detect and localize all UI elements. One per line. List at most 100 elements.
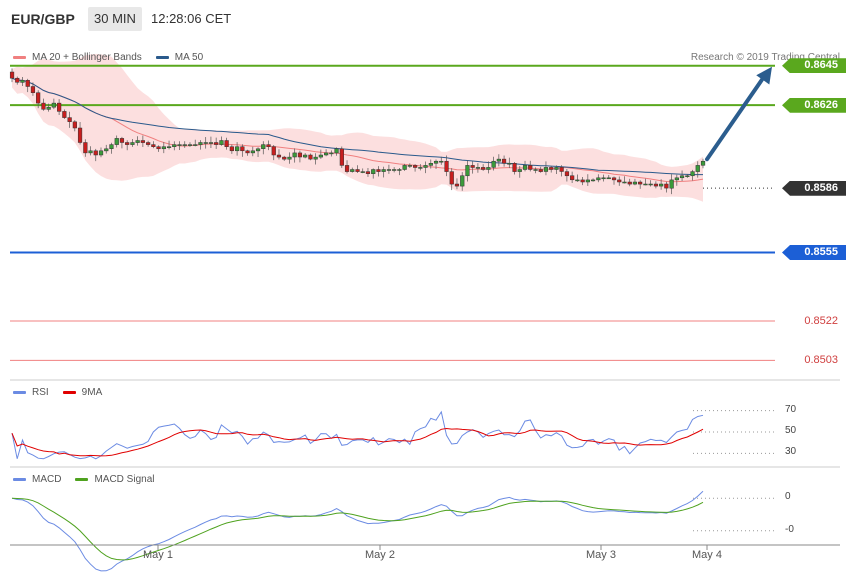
candle-body [365,171,371,174]
candle-body [590,179,596,182]
candle-body [653,183,659,187]
candle-body [371,169,376,174]
level-label-pivot: 0.8586 [782,180,846,196]
candle-body [643,183,648,186]
candle-body [679,175,685,179]
candle-body [240,146,245,152]
x-tick-label: May 4 [692,549,722,561]
forecast-arrow-shaft [705,74,766,162]
x-tick-label: May 1 [143,549,173,561]
candle-body [214,142,219,145]
candle-body [324,152,329,156]
panel-frames [10,379,840,550]
copyright-text: Research © 2019 Trading Central [690,52,840,63]
candle-body [538,169,543,172]
candle-body [46,107,51,110]
candle-body [208,142,214,144]
candle-body [135,140,140,143]
legend-macd: MACD MACD Signal [13,474,154,485]
candle-body [517,169,522,172]
candle-body [617,179,622,183]
ma20-swatch [13,56,26,59]
candle-body [622,181,627,184]
candle-body [41,102,46,110]
candle-body [130,142,135,145]
legend-price: MA 20 + Bollinger Bands MA 50 [13,52,203,63]
candle-body [339,148,344,166]
candle-body [83,142,88,154]
candle-body [350,169,355,172]
candle-body [611,177,617,181]
candle-body [648,183,653,186]
candle-body [601,177,606,180]
candle-body [491,160,496,168]
candle-body [475,167,481,169]
candle-body [9,71,15,79]
candle-body [444,160,449,172]
candle-body [245,150,250,154]
candle-body [88,150,93,154]
candle-body [685,175,690,177]
candle-body [182,144,187,146]
candle-body [360,171,365,173]
candle-body [470,165,475,168]
candle-body [193,144,198,146]
candle-body [465,165,470,177]
candle-body [559,167,564,172]
candle-body [15,77,20,83]
legend-macd-label: MACD [32,474,62,485]
candle-body [580,179,585,183]
legend-macd-signal-label: MACD Signal [94,474,155,485]
candle-body [460,175,465,187]
candle-body [564,171,570,177]
rsi-tick-label: 30 [785,446,797,458]
candle-body [606,177,611,180]
candle-body [125,142,130,145]
candle-body [151,144,156,147]
legend-rsi: RSI 9MA [13,387,102,398]
candle-body [261,144,266,149]
clock-time: 12:28:06 CET [151,11,232,26]
candle-body [454,183,460,187]
candle-body [664,183,669,189]
candle-body [177,144,182,146]
macd-signal-line [11,497,704,561]
candle-body [585,179,590,183]
macd-panel [11,490,775,572]
candle-body [627,181,632,185]
candle-body [20,80,25,83]
candle-body [292,152,297,158]
candle-body [496,158,501,162]
candle-body [219,140,224,145]
candle-body [570,175,575,181]
rsi-ma-line [11,427,704,457]
candle-body [674,177,679,181]
legend-ma20-label: MA 20 + Bollinger Bands [32,52,142,63]
candle-body [501,158,507,164]
candle-body [255,148,261,152]
candle-body [329,152,334,155]
rsi-panel [11,410,775,460]
candle-body [287,156,292,160]
candle-body [30,86,36,93]
candle-body [355,169,360,172]
candle-body [25,80,30,87]
candle-body [104,148,109,152]
candle-body [522,165,528,170]
candle-body [700,160,706,166]
level-label-support: 0.8555 [782,245,846,260]
candle-body [308,154,313,160]
candle-body [36,92,41,104]
level-label-weak: 0.8503 [804,353,838,366]
candle-body [98,150,104,156]
timeframe-badge[interactable]: 30 MIN [88,7,142,31]
candle-body [146,142,151,145]
candle-body [449,171,454,185]
rsi-swatch [13,391,26,394]
candle-body [187,144,193,146]
candle-body [632,181,638,185]
candle-body [235,146,240,152]
candle-body [156,146,161,150]
candle-body [407,165,412,167]
